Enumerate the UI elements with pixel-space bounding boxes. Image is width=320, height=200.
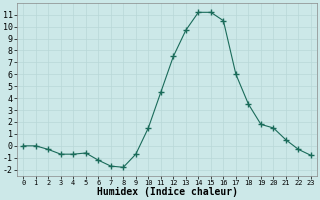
X-axis label: Humidex (Indice chaleur): Humidex (Indice chaleur) <box>97 187 237 197</box>
